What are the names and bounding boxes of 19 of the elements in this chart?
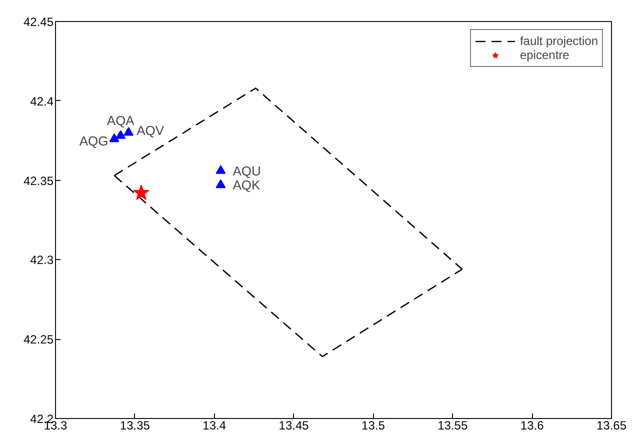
x-tick-label: 13.6 — [520, 418, 544, 432]
x-tick-label: 13.45 — [278, 418, 310, 432]
y-tick-label: 42.25 — [23, 332, 54, 347]
x-tick-label: 13.65 — [596, 418, 627, 432]
y-tick-label: 42.35 — [23, 174, 54, 188]
legend-label: fault projection — [520, 34, 598, 48]
annotation: AQV — [136, 123, 164, 138]
y-tick-label: 42.3 — [30, 253, 54, 268]
legend-label: epicentre — [520, 48, 570, 62]
x-tick-label: 13.4 — [202, 418, 226, 432]
x-tick-label: 13.35 — [120, 418, 150, 432]
x-tick-label: 13.5 — [362, 418, 386, 432]
annotation: AQK — [232, 178, 260, 193]
annotation: AQG — [79, 134, 108, 149]
x-tick-label: 13.55 — [438, 418, 468, 432]
y-tick-label: 42.4 — [30, 94, 54, 108]
annotation: AQU — [232, 163, 261, 178]
y-tick-label: 42.45 — [23, 15, 54, 29]
annotation: AQA — [106, 112, 135, 128]
